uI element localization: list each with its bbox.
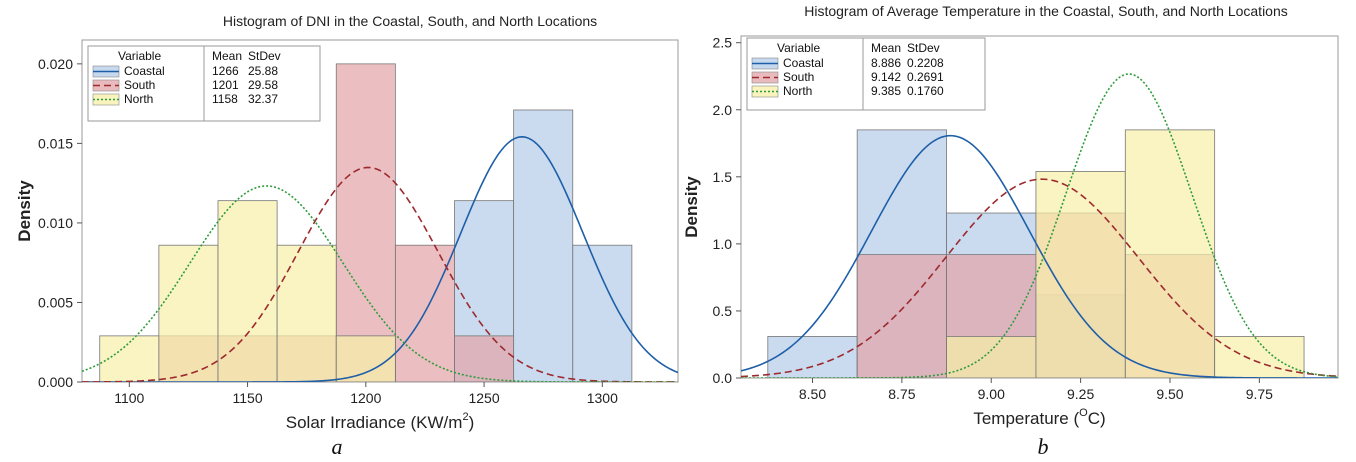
bar-north <box>158 244 219 382</box>
fit-curve-coastal <box>82 135 678 382</box>
fit-curve-south <box>741 178 1338 378</box>
x-axis-label-sup: 2 <box>462 411 468 423</box>
legend-header-variable: Variable <box>777 41 820 55</box>
fit-curve-coastal <box>741 134 1338 378</box>
fit-curves <box>82 135 678 382</box>
x-tick-label: 1150 <box>233 390 263 406</box>
y-tick-label: 1.0 <box>713 236 733 252</box>
x-tick-label: 9.75 <box>1246 386 1273 402</box>
legend-name: Coastal <box>783 56 824 70</box>
legend-stdev: 29.58 <box>248 78 278 92</box>
fit-curve-south <box>82 166 678 382</box>
y-tick-label: 0.5 <box>713 303 733 319</box>
x-axis-label-end: C) <box>1088 409 1106 428</box>
legend: Variable Mean StDev Coastal 8.886 0.2208 South… <box>746 37 986 111</box>
bar-south <box>394 244 455 382</box>
x-axis-label-main: Solar Irradiance (KW/m <box>286 413 463 432</box>
y-tick-label: 2.5 <box>713 35 733 51</box>
x-tick-label: 1300 <box>587 390 618 406</box>
legend-name: South <box>124 78 155 92</box>
y-axis-label: Density <box>682 176 701 238</box>
legend-header-mean: Mean <box>871 41 901 55</box>
bar-north <box>335 335 396 382</box>
bar-north <box>1124 129 1216 378</box>
fit-curve-north <box>82 185 678 382</box>
legend: Variable Mean StDev Coastal 1266 25.88 South 12… <box>87 45 321 122</box>
bar-south <box>454 335 515 382</box>
legend-mean: 1266 <box>212 64 239 78</box>
chart-temperature: Histogram of Average Temperature in the … <box>682 3 1339 459</box>
legend-name: Coastal <box>124 64 165 78</box>
panel-label: a <box>332 434 343 459</box>
legend-stdev: 32.37 <box>248 92 278 106</box>
y-tick-label: 0.020 <box>38 56 73 72</box>
x-axis-label-end: ) <box>469 413 475 432</box>
y-tick-label: 0.010 <box>38 215 73 231</box>
y-tick-label: 0.0 <box>713 370 733 386</box>
legend-box <box>746 37 986 111</box>
x-tick-label: 9.25 <box>1067 386 1094 402</box>
legend-header-variable: Variable <box>118 49 161 63</box>
x-tick-label: 8.50 <box>799 386 826 402</box>
y-tick-label: 2.0 <box>713 102 733 118</box>
bar-north <box>1035 171 1126 378</box>
x-tick-label: 1250 <box>468 390 499 406</box>
y-tick-label: 1.5 <box>713 169 733 185</box>
legend-stdev: 0.2691 <box>907 70 944 84</box>
bar-coastal <box>767 336 858 378</box>
legend-header-mean: Mean <box>212 49 242 63</box>
legend-mean: 8.886 <box>871 56 901 70</box>
legend-stdev: 0.2208 <box>907 56 944 70</box>
legend-mean: 9.385 <box>871 84 901 98</box>
legend-stdev: 25.88 <box>248 64 278 78</box>
chart-title: Histogram of Average Temperature in the … <box>804 3 1288 19</box>
x-axis-label: Solar Irradiance (KW/m2) <box>286 411 474 432</box>
y-axis-label: Density <box>15 180 34 242</box>
bar-coastal <box>513 109 574 382</box>
bars <box>99 63 633 382</box>
bar-coastal <box>572 244 633 382</box>
legend-name: South <box>783 70 814 84</box>
y-tick-label: 0.005 <box>38 294 73 310</box>
y-tick-label: 0.015 <box>38 135 73 151</box>
bar-south <box>335 63 396 382</box>
legend-mean: 1158 <box>212 92 238 106</box>
legend-header-stdev: StDev <box>248 49 281 63</box>
y-tick-label: 0.000 <box>38 374 73 390</box>
chart-title: Histogram of DNI in the Coastal, South, … <box>223 13 597 29</box>
bar-north <box>99 335 160 382</box>
x-tick-label: 9.00 <box>978 386 1005 402</box>
legend-mean: 1201 <box>212 78 239 92</box>
x-axis-label-main: Temperature ( <box>973 409 1079 428</box>
x-tick-label: 8.75 <box>888 386 915 402</box>
bar-south <box>856 254 947 378</box>
x-axis-label-sup: O <box>1079 407 1088 419</box>
bar-north <box>276 244 337 382</box>
panel-label: b <box>1038 434 1049 459</box>
legend-header-stdev: StDev <box>907 41 940 55</box>
fit-curve-north <box>741 73 1338 378</box>
fit-curves <box>741 73 1338 378</box>
legend-name: North <box>124 92 153 106</box>
bar-north <box>217 200 278 382</box>
legend-mean: 9.142 <box>871 70 901 84</box>
x-tick-label: 1200 <box>350 390 381 406</box>
chart-dni: Histogram of DNI in the Coastal, South, … <box>15 13 679 459</box>
x-axis-label: Temperature (OC) <box>973 407 1105 428</box>
x-tick-label: 9.50 <box>1156 386 1183 402</box>
legend-name: North <box>783 84 812 98</box>
legend-stdev: 0.1760 <box>907 84 944 98</box>
bar-north <box>946 336 1037 378</box>
x-tick-label: 1100 <box>114 390 144 406</box>
